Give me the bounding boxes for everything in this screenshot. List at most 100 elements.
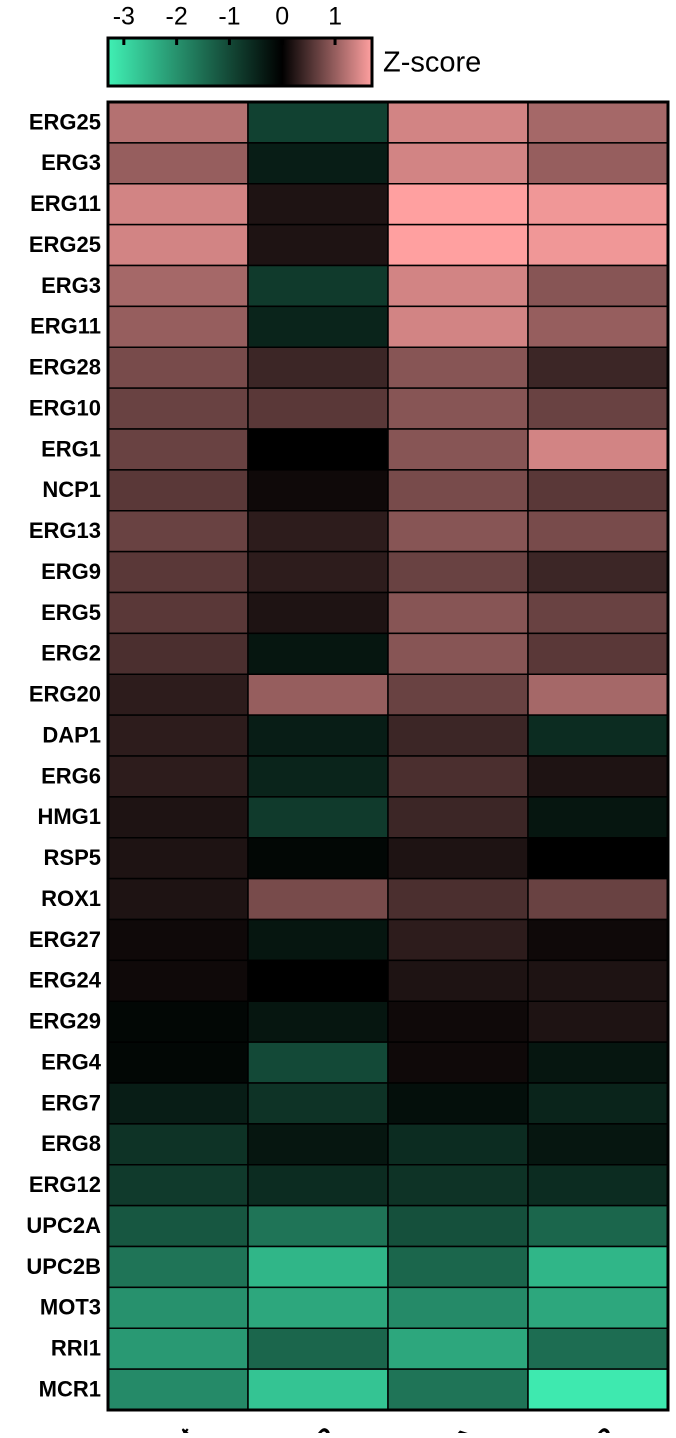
row-label: DAP1 bbox=[42, 722, 101, 747]
heatmap-cell bbox=[527, 264, 669, 308]
colorbar-tick-label: -1 bbox=[218, 3, 240, 31]
heatmap-cell bbox=[107, 510, 249, 553]
heatmap-cell bbox=[387, 1082, 529, 1125]
heatmap-cell bbox=[247, 1164, 389, 1207]
heatmap-cell bbox=[107, 1286, 249, 1329]
heatmap-cell bbox=[527, 1164, 669, 1207]
row-label: MCR1 bbox=[39, 1376, 101, 1401]
heatmap-cell bbox=[107, 1204, 249, 1248]
row-label: ERG8 bbox=[41, 1131, 101, 1156]
heatmap-cell bbox=[527, 1368, 669, 1411]
colorbar-tick-label: -2 bbox=[166, 3, 188, 31]
heatmap-cell bbox=[247, 469, 389, 512]
row-label: NCP1 bbox=[42, 477, 101, 502]
heatmap-cell bbox=[247, 428, 389, 471]
heatmap-cell bbox=[107, 714, 249, 757]
row-label: ERG10 bbox=[29, 395, 101, 420]
colorbar-tick-label: 0 bbox=[275, 3, 289, 31]
heatmap-cell bbox=[107, 1164, 249, 1207]
heatmap-cell bbox=[247, 1082, 389, 1125]
heatmap-cell bbox=[107, 142, 249, 185]
heatmap-cell bbox=[387, 305, 529, 348]
heatmap-cell bbox=[387, 632, 529, 675]
heatmap-cell bbox=[527, 959, 669, 1002]
row-label: ROX1 bbox=[41, 886, 101, 911]
heatmap-cell bbox=[387, 796, 529, 839]
heatmap-cell bbox=[527, 510, 669, 553]
heatmap-cell bbox=[247, 837, 389, 880]
heatmap-cell bbox=[107, 837, 249, 880]
row-label: ERG9 bbox=[41, 559, 101, 584]
heatmap-cell bbox=[247, 673, 389, 716]
heatmap-cell bbox=[107, 918, 249, 962]
heatmap-cell bbox=[527, 796, 669, 839]
heatmap-cell bbox=[247, 142, 389, 185]
heatmap-cell bbox=[107, 877, 249, 921]
heatmap-cell bbox=[527, 305, 669, 348]
heatmap-cell bbox=[247, 223, 389, 267]
heatmap-cell bbox=[527, 469, 669, 512]
heatmap-cell bbox=[527, 1000, 669, 1043]
heatmap-cell bbox=[107, 305, 249, 348]
row-label: ERG20 bbox=[29, 682, 101, 707]
heatmap-cell bbox=[107, 673, 249, 716]
heatmap-cell bbox=[107, 223, 249, 267]
heatmap-cell bbox=[107, 1082, 249, 1125]
heatmap-cell bbox=[247, 796, 389, 839]
row-label: HMG1 bbox=[37, 804, 101, 829]
heatmap-cell bbox=[387, 918, 529, 962]
colorbar-label: Z-score bbox=[383, 47, 481, 79]
heatmap-cell bbox=[107, 183, 249, 226]
row-label: ERG12 bbox=[29, 1172, 101, 1197]
row-label: ERG24 bbox=[29, 968, 102, 993]
heatmap-cell bbox=[107, 387, 249, 430]
heatmap-cell bbox=[527, 387, 669, 430]
heatmap-cell bbox=[527, 223, 669, 267]
row-label: ERG11 bbox=[30, 191, 101, 216]
heatmap-cell bbox=[107, 1000, 249, 1043]
row-label: ERG3 bbox=[41, 150, 101, 175]
row-label: RRI1 bbox=[51, 1336, 101, 1361]
heatmap-cell bbox=[247, 305, 389, 348]
heatmap-cell bbox=[387, 183, 529, 226]
row-label: ERG4 bbox=[41, 1049, 102, 1074]
heatmap-cell bbox=[527, 877, 669, 921]
heatmap-cell bbox=[107, 428, 249, 471]
heatmap-cell bbox=[527, 714, 669, 757]
heatmap-cell bbox=[527, 755, 669, 798]
heatmap-cell bbox=[527, 101, 669, 144]
heatmap-cell bbox=[387, 101, 529, 144]
row-label: ERG5 bbox=[41, 600, 101, 625]
heatmap-cell bbox=[387, 673, 529, 716]
heatmap-cell bbox=[387, 755, 529, 798]
heatmap-cell bbox=[107, 959, 249, 1002]
heatmap-cell bbox=[387, 877, 529, 921]
row-label: ERG6 bbox=[41, 763, 101, 788]
heatmap-cell bbox=[387, 959, 529, 1002]
row-label: ERG3 bbox=[41, 273, 101, 298]
heatmap-cell bbox=[527, 673, 669, 716]
heatmap-cell bbox=[247, 1204, 389, 1248]
heatmap-cell bbox=[107, 632, 249, 675]
heatmap-cell bbox=[387, 1123, 529, 1166]
column-label: wt-CSP bbox=[266, 1423, 341, 1433]
heatmap-cell bbox=[107, 1041, 249, 1084]
heatmap-cell bbox=[527, 1082, 669, 1125]
heatmap-cell bbox=[107, 469, 249, 512]
row-label: ERG2 bbox=[41, 641, 101, 666]
colorbar bbox=[106, 36, 374, 88]
heatmap-cell bbox=[387, 550, 529, 594]
row-label: ERG11 bbox=[30, 314, 101, 339]
heatmap-cell bbox=[387, 1204, 529, 1248]
heatmap-cell bbox=[527, 346, 669, 389]
heatmap-cell bbox=[107, 1368, 249, 1411]
heatmap-cell bbox=[107, 1327, 249, 1370]
heatmap-cell bbox=[107, 796, 249, 839]
heatmap-cell bbox=[387, 1286, 529, 1329]
heatmap-cell bbox=[527, 1286, 669, 1329]
heatmap-cell bbox=[247, 755, 389, 798]
row-label: ERG1 bbox=[41, 436, 101, 461]
heatmap-cell bbox=[247, 387, 389, 430]
heatmap-cell bbox=[387, 1000, 529, 1043]
heatmap-cell bbox=[247, 1327, 389, 1370]
